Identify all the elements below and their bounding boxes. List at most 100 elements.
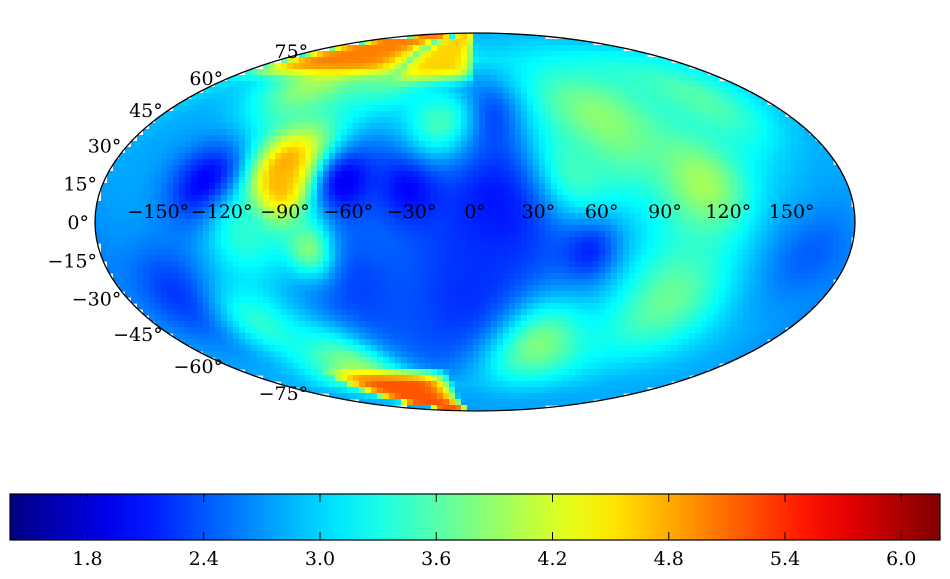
heatmap-cell <box>269 309 276 316</box>
heatmap-cell <box>773 285 780 292</box>
heatmap-cell <box>707 183 714 190</box>
heatmap-cell <box>773 225 780 232</box>
heatmap-cell <box>353 117 360 124</box>
heatmap-cell <box>659 177 666 184</box>
heatmap-cell <box>113 171 120 178</box>
heatmap-cell <box>665 57 672 64</box>
heatmap-cell <box>299 165 306 172</box>
heatmap-cell <box>797 153 804 160</box>
heatmap-cell <box>755 105 762 112</box>
heatmap-cell <box>395 69 402 76</box>
heatmap-cell <box>461 183 468 190</box>
heatmap-cell <box>629 75 636 82</box>
heatmap-cell <box>563 99 570 106</box>
heatmap-cell <box>353 159 360 166</box>
heatmap-cell <box>509 207 516 214</box>
heatmap-cell <box>137 183 144 190</box>
heatmap-cell <box>677 303 684 310</box>
heatmap-cell <box>485 219 492 226</box>
heatmap-cell <box>419 123 426 130</box>
heatmap-cell <box>191 147 198 154</box>
heatmap-cell <box>455 303 462 310</box>
heatmap-cell <box>461 165 468 172</box>
heatmap-cell <box>605 195 612 202</box>
heatmap-cell <box>701 279 708 286</box>
heatmap-cell <box>473 51 480 58</box>
heatmap-cell <box>605 261 612 268</box>
heatmap-cell <box>707 111 714 118</box>
heatmap-cell <box>539 165 546 172</box>
heatmap-cell <box>347 213 354 220</box>
heatmap-cell <box>317 123 324 130</box>
heatmap-cell <box>353 81 360 88</box>
heatmap-cell <box>515 207 522 214</box>
heatmap-cell <box>575 129 582 136</box>
heatmap-cell <box>341 105 348 112</box>
heatmap-cell <box>641 123 648 130</box>
heatmap-cell <box>209 93 216 100</box>
heatmap-cell <box>689 93 696 100</box>
heatmap-cell <box>293 153 300 160</box>
heatmap-cell <box>185 159 192 166</box>
heatmap-cell <box>341 201 348 208</box>
heatmap-cell <box>725 99 732 106</box>
heatmap-cell <box>125 207 132 214</box>
heatmap-cell <box>359 153 366 160</box>
heatmap-cell <box>329 195 336 202</box>
heatmap-cell <box>521 141 528 148</box>
heatmap-cell <box>281 129 288 136</box>
heatmap-cell <box>341 237 348 244</box>
heatmap-cell <box>203 123 210 130</box>
heatmap-cell <box>683 291 690 298</box>
heatmap-cell <box>563 129 570 136</box>
heatmap-cell <box>221 219 228 226</box>
heatmap-cell <box>269 129 276 136</box>
heatmap-cell <box>341 57 348 64</box>
heatmap-cell <box>329 255 336 262</box>
heatmap-cell <box>311 195 318 202</box>
heatmap-cell <box>419 147 426 154</box>
heatmap-cell <box>503 135 510 142</box>
heatmap-cell <box>179 255 186 262</box>
heatmap-cell <box>161 177 168 184</box>
heatmap-cell <box>803 237 810 244</box>
heatmap-cell <box>485 249 492 256</box>
heatmap-cell <box>149 171 156 178</box>
heatmap-cell <box>407 45 414 52</box>
heatmap-cell <box>575 297 582 304</box>
heatmap-cell <box>197 147 204 154</box>
heatmap-cell <box>761 291 768 298</box>
heatmap-cell <box>461 141 468 148</box>
heatmap-cell <box>533 75 540 82</box>
heatmap-cell <box>551 123 558 130</box>
heatmap-cell <box>137 141 144 148</box>
heatmap-cell <box>131 273 138 280</box>
heatmap-cell <box>203 219 210 226</box>
heatmap-cell <box>497 243 504 250</box>
heatmap-cell <box>701 159 708 166</box>
heatmap-cell <box>251 183 258 190</box>
heatmap-cell <box>833 219 840 226</box>
heatmap-cell <box>509 189 516 196</box>
heatmap-cell <box>425 39 432 46</box>
heatmap-cell <box>701 267 708 274</box>
heatmap-cell <box>641 129 648 136</box>
heatmap-cell <box>455 111 462 118</box>
heatmap-cell <box>767 219 774 226</box>
heatmap-cell <box>173 135 180 142</box>
heatmap-cell <box>515 57 522 64</box>
heatmap-cell <box>305 279 312 286</box>
heatmap-cell <box>833 267 840 274</box>
heatmap-cell <box>647 99 654 106</box>
heatmap-cell <box>185 183 192 190</box>
heatmap-cell <box>731 141 738 148</box>
heatmap-cell <box>659 135 666 142</box>
heatmap-cell <box>497 177 504 184</box>
heatmap-cell <box>203 141 210 148</box>
heatmap-cell <box>395 123 402 130</box>
heatmap-cell <box>365 87 372 94</box>
heatmap-cell <box>257 261 264 268</box>
heatmap-cell <box>701 261 708 268</box>
heatmap-cell <box>599 285 606 292</box>
heatmap-cell <box>503 237 510 244</box>
